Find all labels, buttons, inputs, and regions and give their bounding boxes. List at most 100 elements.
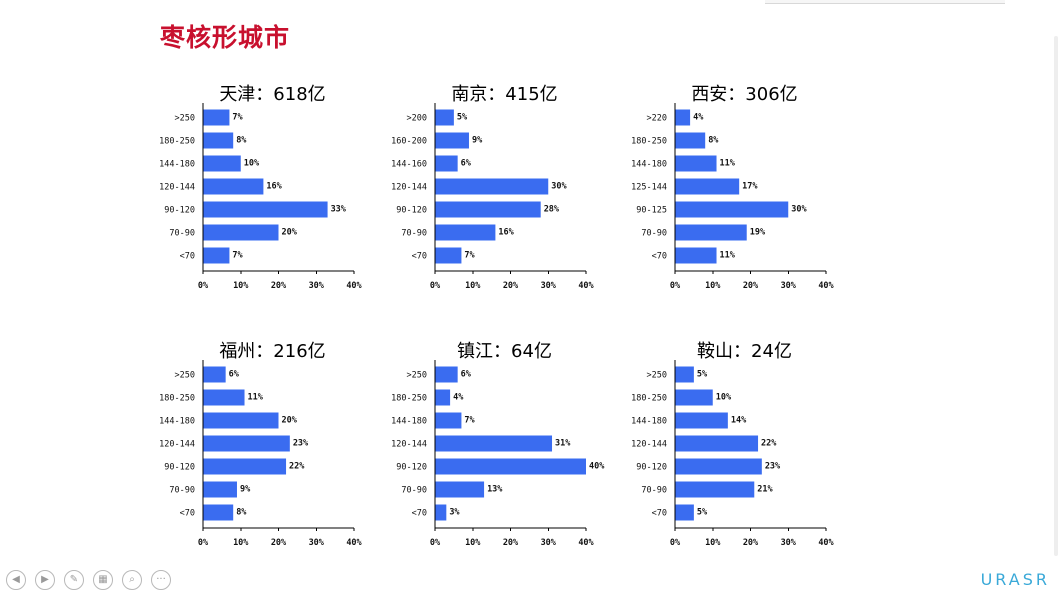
- prev-button[interactable]: ◀: [6, 570, 26, 590]
- slides-button[interactable]: ▦: [93, 570, 113, 590]
- data-label: 6%: [461, 370, 472, 380]
- category-label: 90-125: [636, 206, 667, 216]
- category-label: 180-250: [631, 394, 667, 404]
- bar-chart-svg: >220 4% 180-250 8% 144-180 11% 125-144 17% 90-12…: [631, 103, 835, 291]
- category-label: 120-144: [391, 440, 427, 450]
- bar: [675, 201, 789, 218]
- category-label: >220: [647, 114, 667, 124]
- chart-panel-3: 福州：216亿 >250 6% 180-250 11% 144-180 20% 120-14…: [159, 337, 385, 552]
- chart-panel-5: 鞍山：24亿 >250 5% 180-250 10% 144-180 14% 120-144…: [631, 337, 857, 552]
- data-label: 7%: [232, 251, 243, 261]
- chart-panel-0: 天津：618亿 >250 7% 180-250 8% 144-180 10% 120-144…: [159, 80, 385, 295]
- category-label: 120-144: [159, 440, 195, 450]
- x-tick-label: 10%: [233, 538, 249, 548]
- category-label: 125-144: [631, 183, 667, 193]
- bar: [675, 412, 728, 429]
- category-label: 120-144: [159, 183, 195, 193]
- x-tick-label: 20%: [743, 538, 759, 548]
- bar-chart-svg: >200 5% 160-200 9% 144-160 6% 120-144 30% 90-120…: [391, 103, 595, 291]
- category-label: 180-250: [631, 137, 667, 147]
- bar: [675, 481, 755, 498]
- category-label: 70-90: [641, 229, 667, 239]
- data-label: 5%: [697, 370, 708, 380]
- data-label: 5%: [457, 113, 468, 123]
- chart-panel-1: 南京：415亿 >200 5% 160-200 9% 144-160 6% 120-144 3…: [391, 80, 617, 295]
- category-label: 120-144: [631, 440, 667, 450]
- x-tick-label: 40%: [346, 538, 362, 548]
- x-tick-label: 0%: [430, 281, 441, 291]
- bar: [675, 132, 706, 149]
- x-tick-label: 0%: [670, 281, 681, 291]
- x-tick-label: 0%: [198, 538, 209, 548]
- data-label: 16%: [266, 182, 282, 192]
- x-tick-label: 10%: [465, 281, 481, 291]
- x-tick-label: 0%: [670, 538, 681, 548]
- x-tick-label: 20%: [503, 281, 519, 291]
- category-label: <70: [652, 509, 667, 519]
- category-label: 70-90: [401, 486, 427, 496]
- bar: [675, 247, 717, 264]
- bar: [435, 247, 462, 264]
- category-label: 70-90: [641, 486, 667, 496]
- pen-button[interactable]: ✎: [64, 570, 84, 590]
- category-label: 144-180: [631, 160, 667, 170]
- data-label: 11%: [720, 251, 736, 261]
- category-label: <70: [180, 252, 195, 262]
- category-label: >250: [175, 114, 195, 124]
- data-label: 9%: [240, 485, 251, 495]
- x-tick-label: 30%: [309, 538, 325, 548]
- chart-panel-2: 西安：306亿 >220 4% 180-250 8% 144-180 11% 125-144…: [631, 80, 857, 295]
- category-label: >250: [407, 371, 427, 381]
- data-label: 19%: [750, 228, 766, 238]
- bar: [435, 109, 454, 126]
- category-label: 70-90: [169, 229, 195, 239]
- x-tick-label: 40%: [578, 281, 594, 291]
- category-label: 144-180: [631, 417, 667, 427]
- next-button[interactable]: ▶: [35, 570, 55, 590]
- scrollbar[interactable]: [1054, 36, 1058, 556]
- bar: [203, 109, 230, 126]
- category-label: >200: [407, 114, 427, 124]
- x-tick-label: 30%: [781, 538, 797, 548]
- x-tick-label: 30%: [541, 281, 557, 291]
- chart-title: 镇江：64亿: [457, 341, 552, 362]
- category-label: <70: [412, 252, 427, 262]
- bar: [435, 366, 458, 383]
- magnifier-icon: ⌕: [129, 574, 135, 585]
- slideshow-toolbar: ◀ ▶ ✎ ▦ ⌕ ···: [6, 570, 171, 592]
- category-label: 144-160: [391, 160, 427, 170]
- data-label: 14%: [731, 416, 747, 426]
- data-label: 7%: [464, 416, 475, 426]
- bar: [435, 504, 447, 521]
- data-label: 8%: [236, 508, 247, 518]
- category-label: 70-90: [401, 229, 427, 239]
- chart-title: 西安：306亿: [691, 84, 798, 105]
- x-tick-label: 40%: [346, 281, 362, 291]
- category-label: 90-120: [636, 463, 667, 473]
- zoom-button[interactable]: ⌕: [122, 570, 142, 590]
- chart-panel-4: 镇江：64亿 >250 6% 180-250 4% 144-180 7% 120-144 31…: [391, 337, 617, 552]
- more-button[interactable]: ···: [151, 570, 171, 590]
- category-label: 90-120: [164, 206, 195, 216]
- bar: [203, 201, 328, 218]
- x-tick-label: 30%: [541, 538, 557, 548]
- category-label: >250: [175, 371, 195, 381]
- bar: [203, 389, 245, 406]
- slide-title: 枣核形城市: [160, 23, 291, 52]
- x-tick-label: 20%: [743, 281, 759, 291]
- data-label: 11%: [720, 159, 736, 169]
- data-label: 20%: [282, 416, 298, 426]
- top-bar: [765, 0, 1005, 4]
- data-label: 33%: [331, 205, 347, 215]
- bar: [675, 389, 713, 406]
- bar: [203, 155, 241, 172]
- data-label: 40%: [589, 462, 605, 472]
- category-label: 144-180: [391, 417, 427, 427]
- chart-title: 南京：415亿: [451, 84, 558, 105]
- data-label: 30%: [791, 205, 807, 215]
- slides-icon: ▦: [98, 574, 108, 585]
- bar: [203, 247, 230, 264]
- category-label: 144-180: [159, 160, 195, 170]
- bar: [203, 412, 279, 429]
- brand-logo: URASR: [980, 570, 1050, 589]
